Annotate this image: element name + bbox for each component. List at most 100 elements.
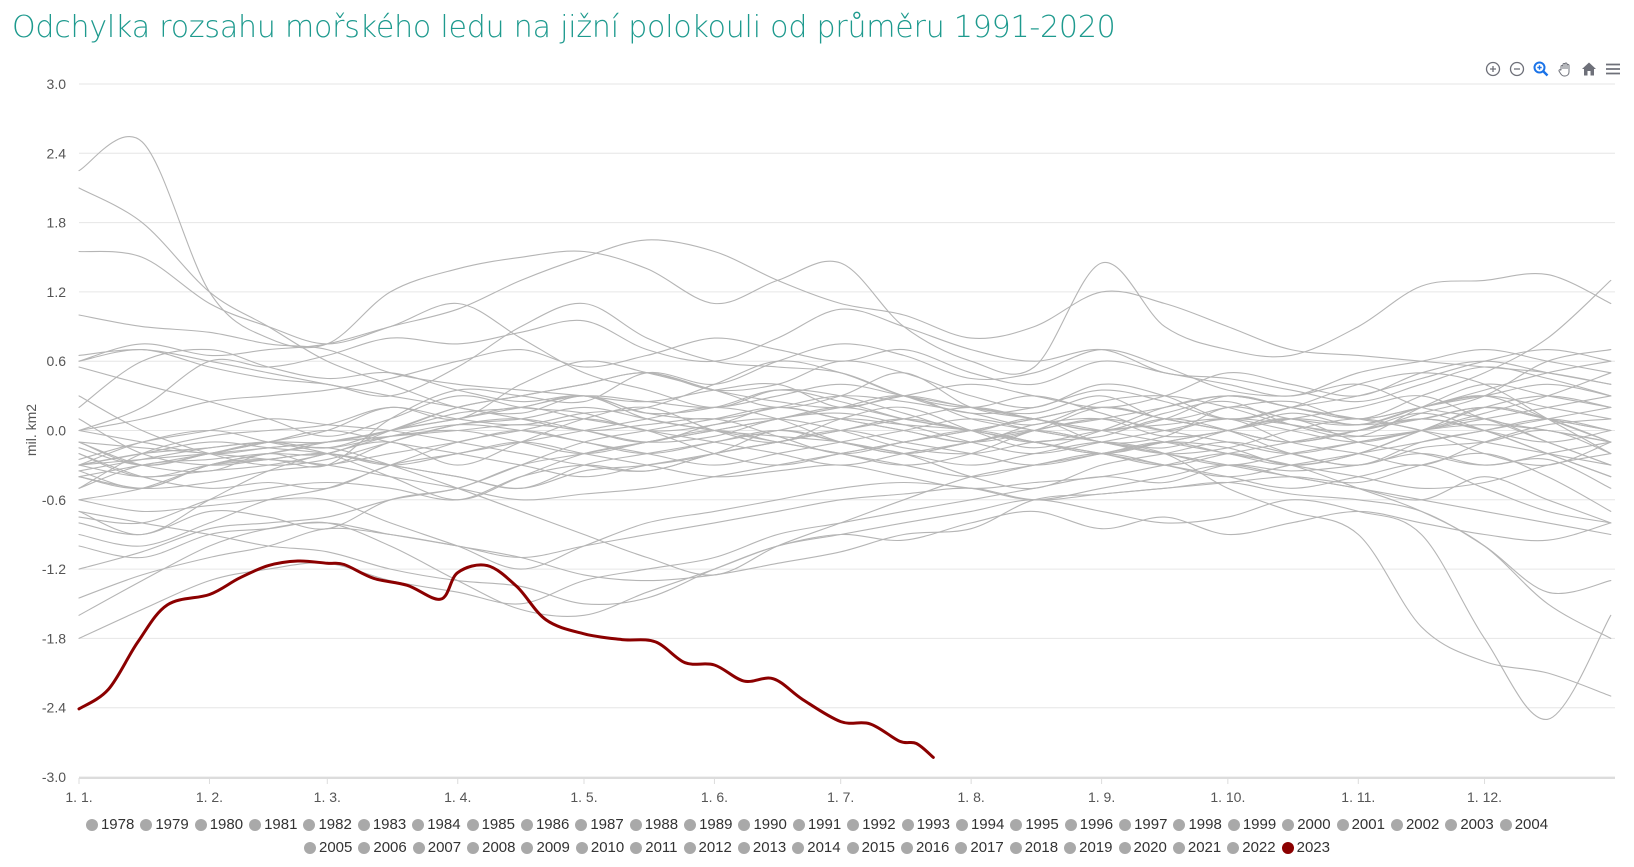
legend-item-1979[interactable]: 1979 [140,816,189,833]
legend-label: 1987 [590,816,624,833]
legend-item-1987[interactable]: 1987 [575,816,624,833]
series-line-2022[interactable] [78,510,1612,617]
series-line-2018[interactable] [78,481,1612,599]
legend-item-2003[interactable]: 2003 [1445,816,1494,833]
legend-item-1996[interactable]: 1996 [1064,816,1114,833]
series-line-2020[interactable] [78,446,1612,576]
legend-item-2023[interactable]: 2023 [1281,839,1330,856]
legend-item-1992[interactable]: 1992 [847,816,896,833]
series-line-2015[interactable] [78,360,1612,489]
legend-item-2000[interactable]: 2000 [1282,816,1331,833]
legend-item-2017[interactable]: 2017 [955,839,1004,856]
series-line-2017[interactable] [78,499,1612,720]
legend-label: 2007 [427,839,462,856]
pan-button[interactable] [1556,60,1574,78]
legend-item-1999[interactable]: 1999 [1227,816,1276,833]
series-line-1982[interactable] [78,308,1612,432]
series-line-1984[interactable] [78,360,1612,489]
legend-item-1994[interactable]: 1994 [955,816,1004,833]
home-icon [1582,62,1596,76]
legend-item-2008[interactable]: 2008 [467,839,515,856]
y-tick-label: 0.0 [47,423,67,439]
legend-label: 2022 [1242,839,1276,856]
legend-item-2011[interactable]: 2011 [630,839,678,856]
reset-zoom-button[interactable] [1580,60,1598,78]
zoom-in-icon [1485,61,1501,77]
legend-item-2022[interactable]: 2022 [1227,839,1276,856]
series-line-2023[interactable] [77,559,935,759]
legend-item-1985[interactable]: 1985 [466,816,515,833]
legend-marker-icon [684,818,697,831]
legend-marker-icon [901,818,914,831]
legend-item-1983[interactable]: 1983 [357,816,406,833]
legend-marker-icon [1227,818,1240,831]
legend-item-1981[interactable]: 1981 [249,816,297,833]
legend-item-2015[interactable]: 2015 [846,839,895,856]
selection-zoom-button[interactable] [1532,60,1550,78]
legend-item-1997[interactable]: 1997 [1119,816,1167,833]
series-line-2021[interactable] [78,464,1612,570]
legend-item-2018[interactable]: 2018 [1009,839,1058,856]
legend-item-2006[interactable]: 2006 [358,839,407,856]
legend-label: 1979 [155,816,189,833]
legend-item-1986[interactable]: 1986 [520,816,569,833]
legend-marker-icon [521,841,534,854]
menu-button[interactable] [1604,60,1622,78]
legend-item-2009[interactable]: 2009 [521,839,570,856]
legend-item-2002[interactable]: 2002 [1390,816,1439,833]
series-line-2008[interactable] [78,349,1612,455]
legend-marker-icon [683,841,696,854]
legend-marker-icon [303,841,316,854]
legend-label: 2008 [482,839,516,856]
legend-label: 2021 [1187,839,1222,856]
legend-marker-icon [846,841,859,854]
legend-item-2012[interactable]: 2012 [683,839,732,856]
zoom-out-button[interactable] [1508,60,1526,78]
legend-item-2007[interactable]: 2007 [412,839,462,856]
series-line-2014[interactable] [78,239,1612,385]
legend-item-2019[interactable]: 2019 [1064,839,1113,856]
legend-item-1991[interactable]: 1991 [792,816,841,833]
legend-item-2005[interactable]: 2005 [303,839,352,856]
legend-item-1990[interactable]: 1990 [738,816,787,833]
legend-marker-icon [955,841,968,854]
series-line-1980[interactable] [78,279,1612,420]
series-line-2016[interactable] [78,429,1612,697]
legend-item-2004[interactable]: 2004 [1499,816,1549,833]
legend-label: 2000 [1297,816,1331,833]
legend-item-2013[interactable]: 2013 [737,839,786,856]
legend-item-1995[interactable]: 1995 [1010,816,1059,833]
series-line-2009[interactable] [78,406,1612,501]
legend-item-2016[interactable]: 2016 [901,839,949,856]
legend-item-2020[interactable]: 2020 [1118,839,1167,856]
legend-item-2001[interactable]: 2001 [1336,816,1385,833]
y-tick-label: -3.0 [42,769,66,785]
legend-item-2021[interactable]: 2021 [1172,839,1222,856]
legend-marker-icon [520,818,533,831]
series-line-1988[interactable] [78,135,1612,375]
legend-item-1980[interactable]: 1980 [194,816,243,833]
legend-label: 1996 [1079,816,1114,833]
legend-label: 2011 [645,839,678,856]
legend-item-2010[interactable]: 2010 [575,839,624,856]
legend-item-1998[interactable]: 1998 [1173,816,1222,833]
legend-label: 2023 [1296,839,1330,856]
legend-item-1982[interactable]: 1982 [303,816,352,833]
legend-marker-icon [792,818,805,831]
y-tick-label: -1.2 [42,561,66,577]
legend-label: 1992 [862,816,896,833]
legend-label: 2019 [1079,839,1113,856]
legend-item-1993[interactable]: 1993 [901,816,950,833]
legend-item-1984[interactable]: 1984 [412,816,461,833]
legend-row: 1978 1979 1980 1981 1982 1983 1984 1985 1986 1987… [0,813,1634,836]
legend-item-1988[interactable]: 1988 [629,816,678,833]
zoom-in-button[interactable] [1484,60,1502,78]
y-axis-ticks: 3.0 2.4 1.8 1.2 0.6 0.0 -0.6 -1.2 -1.8 -2.4 -3.0 [42,76,66,785]
legend-item-1989[interactable]: 1989 [684,816,732,833]
legend-label: 2004 [1514,816,1549,833]
y-tick-label: 2.4 [47,145,67,161]
legend-marker-icon [1390,818,1403,831]
series-line-2012[interactable] [78,360,1612,455]
legend-item-2014[interactable]: 2014 [792,839,841,856]
legend-item-1978[interactable]: 1978 [85,816,134,833]
